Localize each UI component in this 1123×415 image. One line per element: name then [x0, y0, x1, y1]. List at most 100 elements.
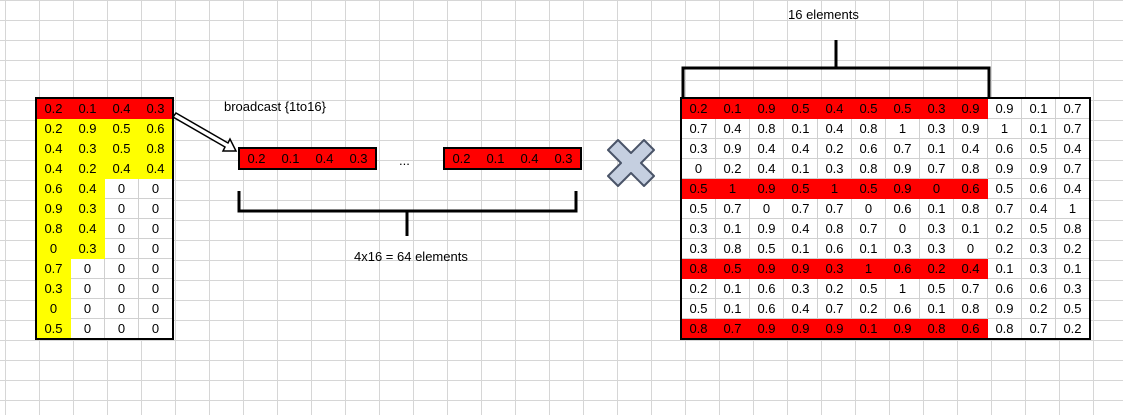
right-matrix-cell: 0.6 — [953, 178, 988, 199]
right-matrix-cell: 0.6 — [885, 298, 920, 319]
broadcast-vector-first: 0.2 0.1 0.4 0.3 — [238, 147, 377, 170]
right-matrix-cell: 0.4 — [715, 118, 750, 139]
broadcast-arrow-icon — [171, 112, 238, 152]
left-matrix-cell: 0.3 — [35, 278, 71, 299]
left-matrix-cell: 0 — [104, 238, 139, 259]
left-matrix-cell: 0.4 — [35, 158, 71, 179]
right-matrix-cell: 0.3 — [817, 158, 852, 179]
right-matrix-cell: 0.9 — [749, 258, 784, 279]
right-matrix-cell: 0.6 — [953, 318, 988, 340]
left-matrix-row: 0 0.3 0 0 — [35, 238, 174, 259]
right-matrix-cell: 1 — [851, 258, 886, 279]
right-matrix-row: 0.8 0.7 0.9 0.9 0.9 0.1 0.9 0.8 0.6 0.8 0.7 0.2 — [680, 318, 1091, 340]
right-matrix-cell: 0.9 — [953, 118, 988, 139]
right-matrix-cell: 0.7 — [817, 198, 852, 219]
left-matrix-cell: 0.4 — [104, 97, 139, 119]
right-matrix-cell: 0.1 — [1021, 118, 1056, 139]
right-matrix-cell: 0.2 — [851, 298, 886, 319]
right-matrix-cell: 0.7 — [1055, 158, 1091, 179]
left-matrix-row: 0.2 0.1 0.4 0.3 — [35, 97, 174, 119]
left-matrix-cell: 0.2 — [35, 118, 71, 139]
left-matrix-row: 0.2 0.9 0.5 0.6 — [35, 118, 174, 139]
left-matrix-cell: 0 — [104, 298, 139, 319]
right-matrix-row: 0.3 0.1 0.9 0.4 0.8 0.7 0 0.3 0.1 0.2 0.5 0.8 — [680, 218, 1091, 239]
right-matrix-cell: 0.4 — [1021, 198, 1056, 219]
right-matrix-cell: 0.7 — [919, 158, 954, 179]
broadcast-cell: 0.4 — [512, 147, 547, 170]
right-matrix-cell: 0 — [919, 178, 954, 199]
right-matrix-cell: 0.9 — [749, 218, 784, 239]
right-matrix-cell: 0.1 — [1055, 258, 1091, 279]
right-matrix-cell: 0.7 — [715, 318, 750, 340]
right-matrix-cell: 0.5 — [851, 178, 886, 199]
right-matrix-row: 0.2 0.1 0.6 0.3 0.2 0.5 1 0.5 0.7 0.6 0.6 0.3 — [680, 278, 1091, 299]
broadcast-ellipsis: ... — [399, 153, 410, 168]
right-matrix-cell: 0.6 — [885, 258, 920, 279]
right-matrix-row: 0.5 0.1 0.6 0.4 0.7 0.2 0.6 0.1 0.8 0.9 0.2 0.5 — [680, 298, 1091, 319]
left-matrix-cell: 0.2 — [35, 97, 71, 119]
left-matrix-cell: 0.3 — [138, 97, 174, 119]
left-matrix-row: 0.8 0.4 0 0 — [35, 218, 174, 239]
right-matrix-cell: 0.4 — [749, 158, 784, 179]
right-matrix-cell: 0.1 — [783, 118, 818, 139]
right-matrix-row: 0.8 0.5 0.9 0.9 0.3 1 0.6 0.2 0.4 0.1 0.3 0.1 — [680, 258, 1091, 279]
right-matrix-cell: 0.5 — [783, 97, 818, 119]
right-matrix-cell: 0.2 — [1055, 318, 1091, 340]
right-matrix-cell: 0.1 — [715, 218, 750, 239]
left-matrix-row: 0.4 0.2 0.4 0.4 — [35, 158, 174, 179]
right-matrix-cell: 0.4 — [783, 298, 818, 319]
left-matrix-row: 0.3 0 0 0 — [35, 278, 174, 299]
right-matrix-cell: 0.5 — [1021, 138, 1056, 159]
left-matrix-cell: 0 — [35, 238, 71, 259]
right-matrix-cell: 0.8 — [919, 318, 954, 340]
top-label: 16 elements — [788, 7, 859, 22]
right-matrix-cell: 0.2 — [1021, 298, 1056, 319]
right-matrix-cell: 0.3 — [919, 238, 954, 259]
right-matrix-cell: 0.3 — [919, 218, 954, 239]
right-matrix-cell: 0.1 — [715, 97, 750, 119]
broadcast-cell: 0.3 — [546, 147, 582, 170]
right-matrix-cell: 0.4 — [817, 97, 852, 119]
right-matrix-cell: 0.7 — [783, 198, 818, 219]
right-matrix-cell: 0.1 — [919, 198, 954, 219]
left-matrix-cell: 0.8 — [35, 218, 71, 239]
right-matrix-cell: 0.7 — [1021, 318, 1056, 340]
right-matrix-cell: 0.9 — [1021, 158, 1056, 179]
right-matrix-cell: 0.2 — [680, 97, 716, 119]
right-matrix-row: 0.3 0.9 0.4 0.4 0.2 0.6 0.7 0.1 0.4 0.6 0.5 0.4 — [680, 138, 1091, 159]
right-matrix-cell: 0.9 — [885, 158, 920, 179]
left-matrix-row: 0.7 0 0 0 — [35, 258, 174, 279]
left-matrix-cell: 0 — [138, 218, 174, 239]
broadcast-vector-row: 0.2 0.1 0.4 0.3 — [238, 147, 377, 170]
right-matrix-cell: 0.9 — [749, 318, 784, 340]
right-matrix-row: 0.5 0.7 0 0.7 0.7 0 0.6 0.1 0.8 0.7 0.4 1 — [680, 198, 1091, 219]
left-matrix: 0.2 0.1 0.4 0.3 0.2 0.9 0.5 0.6 0.4 0.3 0.5 0.8 0.4 0… — [35, 97, 174, 340]
broadcast-vector-last: 0.2 0.1 0.4 0.3 — [443, 147, 582, 170]
right-matrix-cell: 0.9 — [885, 318, 920, 340]
right-matrix-cell: 0.4 — [953, 258, 988, 279]
broadcast-cell: 0.4 — [307, 147, 342, 170]
left-matrix-cell: 0 — [138, 298, 174, 319]
left-matrix-cell: 0.4 — [70, 178, 105, 199]
left-matrix-cell: 0 — [35, 298, 71, 319]
right-matrix-cell: 0.2 — [1055, 238, 1091, 259]
right-matrix-cell: 0.1 — [919, 298, 954, 319]
left-matrix-cell: 0 — [104, 318, 139, 340]
left-matrix-cell: 0.5 — [35, 318, 71, 340]
broadcast-vector-row: 0.2 0.1 0.4 0.3 — [443, 147, 582, 170]
right-matrix-cell: 0.8 — [987, 318, 1022, 340]
right-matrix-cell: 0.1 — [953, 218, 988, 239]
left-matrix-cell: 0.8 — [138, 138, 174, 159]
multiply-cross-icon — [607, 139, 655, 187]
left-matrix-cell: 0.4 — [138, 158, 174, 179]
right-matrix-cell: 0.8 — [680, 318, 716, 340]
right-matrix-cell: 0.6 — [1021, 178, 1056, 199]
right-matrix-row: 0 0.2 0.4 0.1 0.3 0.8 0.9 0.7 0.8 0.9 0.9 0.7 — [680, 158, 1091, 179]
right-matrix-row: 0.7 0.4 0.8 0.1 0.4 0.8 1 0.3 0.9 1 0.1 0.7 — [680, 118, 1091, 139]
right-matrix-cell: 0.5 — [680, 298, 716, 319]
broadcast-label: broadcast {1to16} — [224, 99, 326, 114]
right-matrix-cell: 0.9 — [715, 138, 750, 159]
right-matrix-cell: 0.4 — [783, 218, 818, 239]
